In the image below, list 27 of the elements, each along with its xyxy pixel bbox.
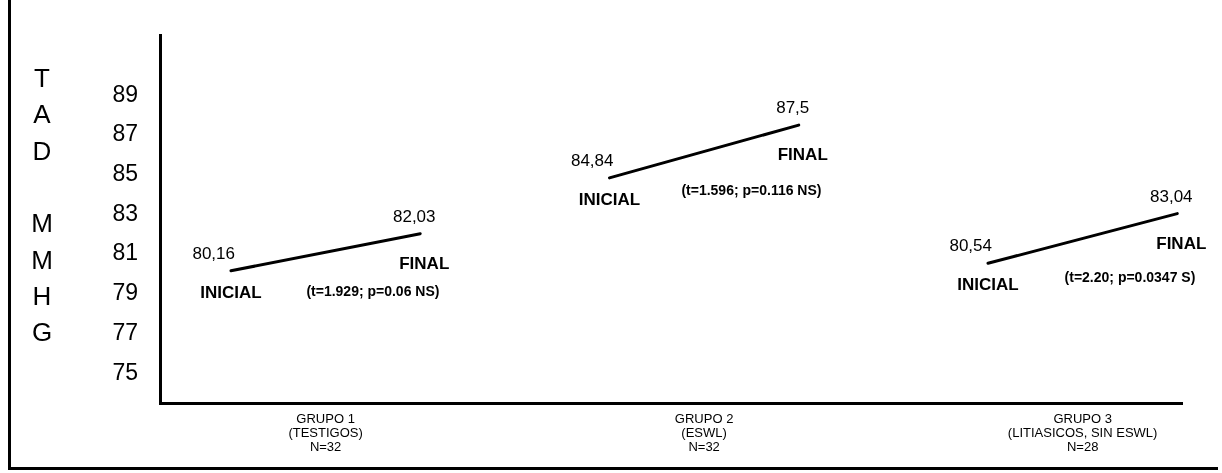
y-tick-label: 87 — [112, 120, 138, 147]
annotation: FINAL — [1156, 233, 1207, 253]
data-label: 83,04 — [1150, 186, 1193, 206]
y-tick-label: 75 — [112, 358, 138, 385]
data-label: 87,5 — [776, 98, 810, 118]
annotation: (t=1.929; p=0.06 NS) — [306, 283, 440, 300]
y-tick-label: 81 — [112, 239, 138, 266]
data-label: 80,16 — [192, 244, 235, 263]
annotation: FINAL — [399, 253, 450, 273]
y-tick-label: 83 — [112, 199, 138, 226]
y-tick-label: 77 — [112, 318, 138, 345]
y-tick-label: 79 — [112, 279, 138, 306]
annotation: (t=1.596; p=0.116 NS) — [681, 182, 822, 199]
x-tick-label: GRUPO 2 (ESWL) N=32 — [674, 411, 734, 454]
annotation: INICIAL — [578, 190, 641, 210]
data-label: 82,03 — [392, 206, 436, 226]
x-tick-label: GRUPO 3 (LITIASICOS, SIN ESWL) N=28 — [1007, 411, 1158, 454]
y-tick-label: 89 — [112, 80, 138, 107]
annotation: (t=2.20; p=0.0347 S) — [1064, 269, 1196, 286]
data-label: 84,84 — [570, 151, 614, 171]
x-tick-label: GRUPO 1 (TESTIGOS) N=32 — [288, 411, 363, 454]
y-tick-label: 85 — [112, 160, 138, 187]
text: TAD MMHG — [31, 63, 53, 348]
annotation: INICIAL — [200, 283, 262, 302]
annotation: INICIAL — [957, 275, 1019, 295]
annotation: FINAL — [777, 145, 828, 165]
data-label: 80,54 — [949, 236, 993, 256]
